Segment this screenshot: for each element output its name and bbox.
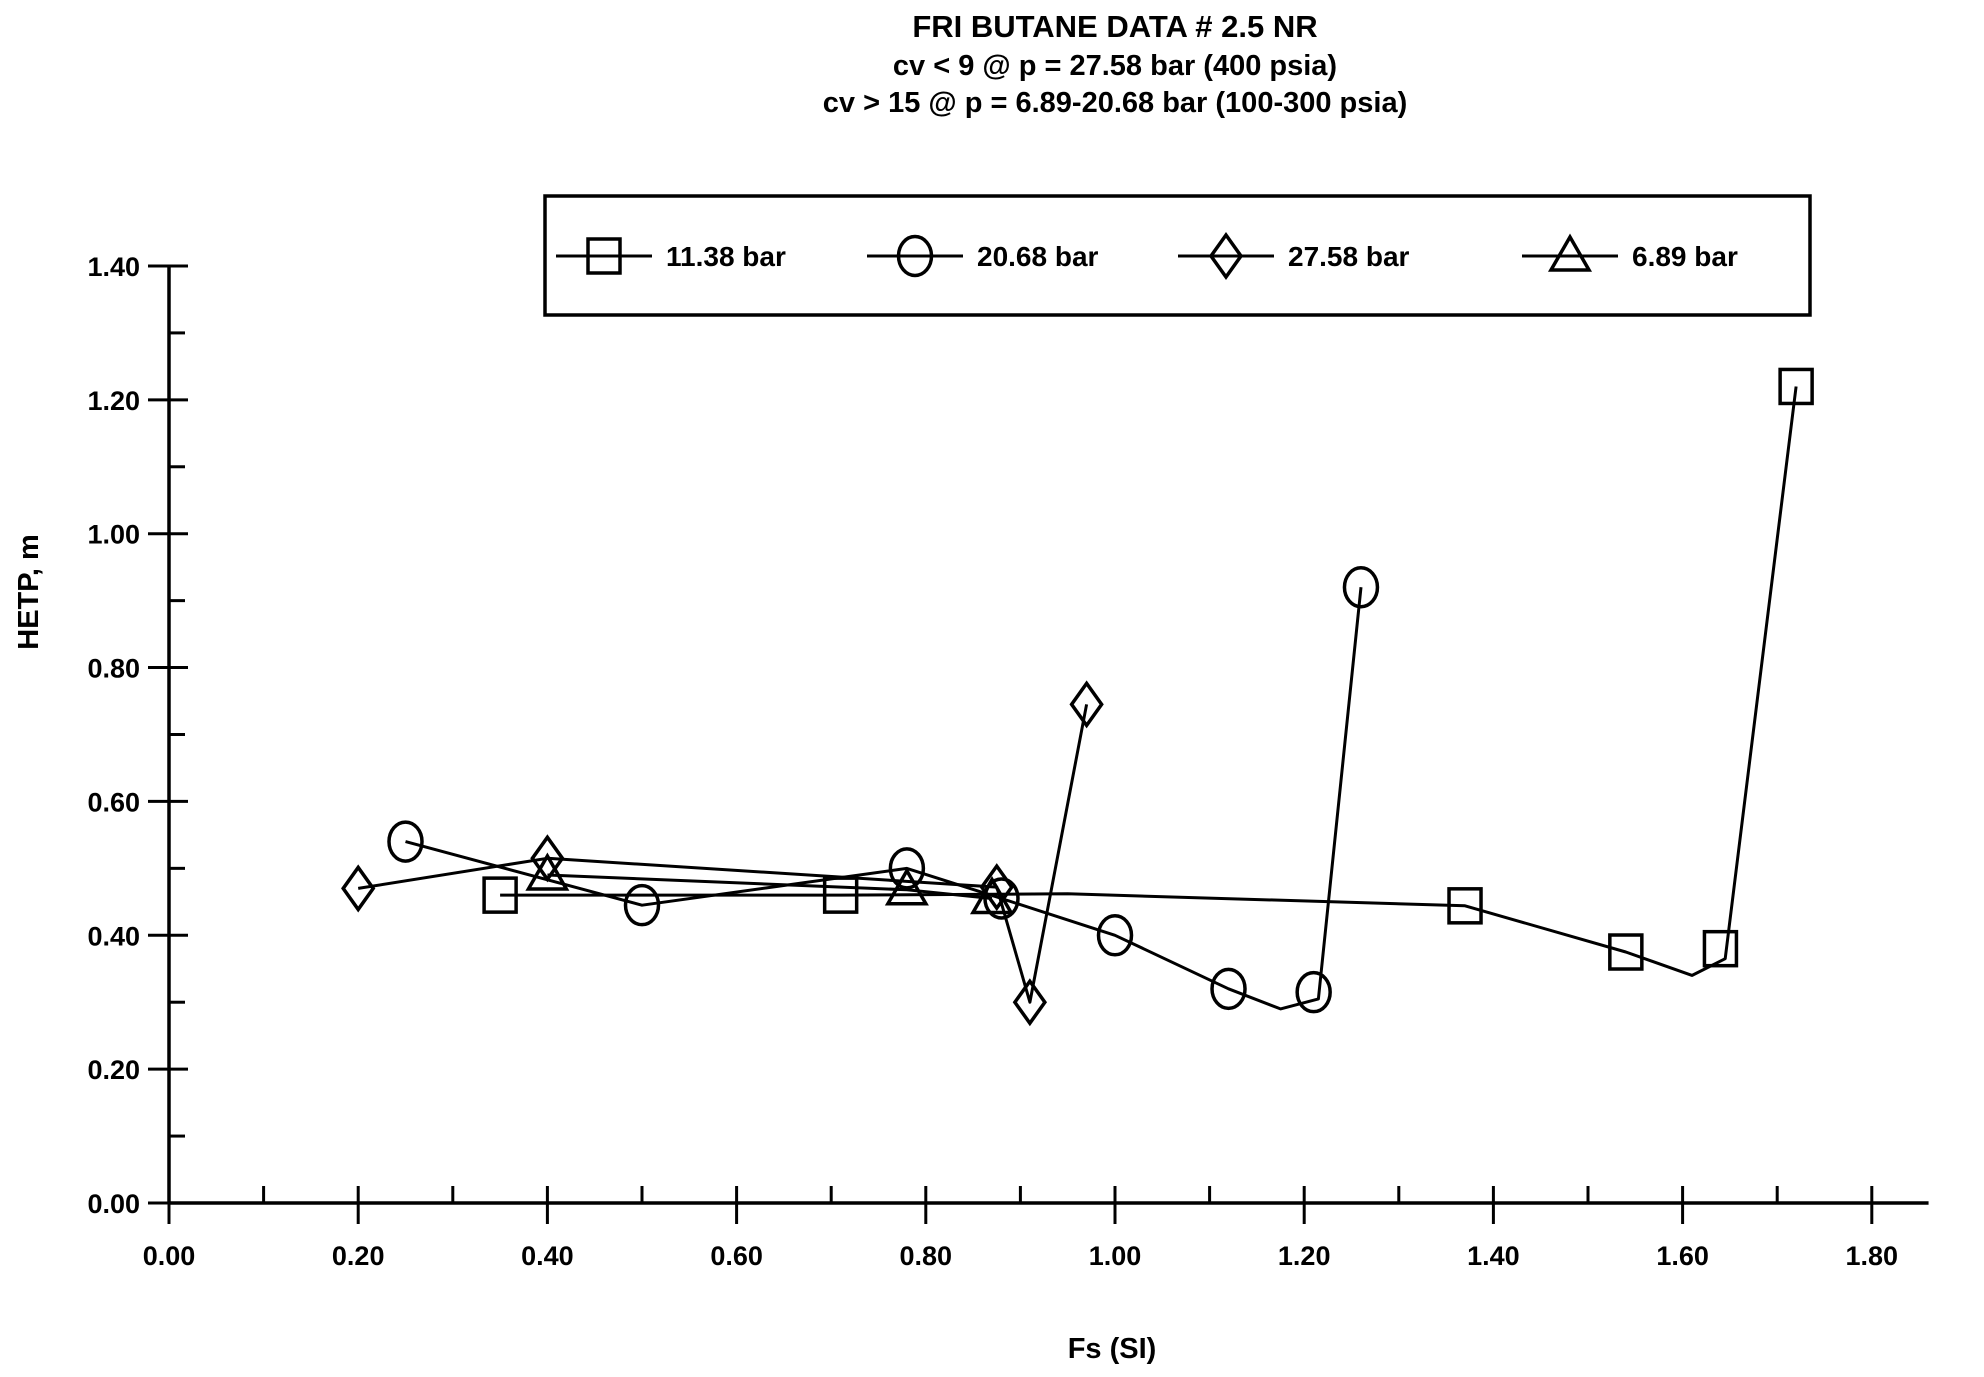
axes: 0.00 0.20 0.40 0.60 0.80 1.00 1.20 1.40 1.60 1.80… [87,252,1929,1271]
series-line [405,587,1363,1011]
x-tick-label: 0.20 [332,1241,385,1271]
x-tick-label: 1.60 [1656,1241,1709,1271]
triangle-marker [884,867,929,906]
legend-triangle-icon [1547,233,1593,272]
square-marker [1778,367,1814,406]
x-axis-label: Fs (SI) [1068,1333,1157,1365]
y-tick-label: 0.40 [87,921,140,951]
legend-entry: 11.38 bar [556,237,786,275]
circle-marker [888,847,926,890]
square-marker [1447,887,1483,925]
x-tick-label: 0.80 [900,1241,953,1271]
legend-entry: 27.58 bar [1178,231,1410,281]
circle-marker [1342,565,1380,609]
diamond-marker [530,834,565,883]
series-6.89-bar [525,852,1015,915]
triangle-marker [525,852,570,891]
y-tick-label: 0.60 [87,787,140,817]
legend-label: 27.58 bar [1288,241,1410,272]
y-tick-label: 1.00 [87,520,140,550]
y-tick-label: 0.80 [87,654,140,684]
circle-marker [1096,914,1134,957]
series-line [500,386,1798,977]
legend-diamond-icon [1208,231,1244,281]
x-tick-label: 1.80 [1846,1241,1899,1271]
y-tick-label: 0.00 [87,1189,140,1219]
x-tick-label: 0.40 [521,1241,574,1271]
diamond-marker [979,863,1014,912]
y-tick-label: 1.40 [87,252,140,282]
legend-entry: 6.89 bar [1522,233,1738,272]
y-tick-label: 1.20 [87,386,140,416]
square-marker [1608,933,1644,971]
circle-marker [1295,970,1332,1014]
series-line [357,704,1089,1004]
chart-subtitle-2: cv > 15 @ p = 6.89-20.68 bar (100-300 ps… [823,87,1407,119]
y-axis-label: HETP, m [13,534,45,650]
legend-circle-icon [896,234,934,278]
legend-square-icon [586,237,622,275]
diamond-marker [1012,978,1048,1027]
diamond-marker [341,864,376,913]
legend-label: 20.68 bar [977,241,1099,272]
diamond-marker [1069,680,1104,729]
x-tick-label: 0.00 [143,1241,196,1271]
x-tick-label: 1.00 [1089,1241,1142,1271]
series-11.38-bar [482,367,1814,977]
legend-label: 6.89 bar [1632,241,1738,272]
series-27.58-bar [341,680,1104,1027]
series-line [547,873,993,900]
x-tick-label: 1.40 [1467,1241,1520,1271]
y-tick-label: 0.20 [87,1055,140,1085]
circle-marker [623,883,661,927]
legend-box [543,194,1812,317]
square-marker [482,876,518,914]
legend-label: 11.38 bar [666,241,786,272]
square-marker [1702,929,1739,968]
legend-entry: 20.68 bar [867,234,1099,278]
data-series [341,367,1814,1027]
circle-marker [387,820,424,863]
chart-subtitle-1: cv < 9 @ p = 27.58 bar (400 psia) [893,50,1337,82]
triangle-marker [969,875,1015,915]
circle-marker [1210,967,1247,1011]
x-tick-label: 0.60 [710,1241,763,1271]
legend: 11.38 bar 20.68 bar 27.58 bar 6.89 bar [543,194,1812,317]
series-20.68-bar [387,565,1380,1014]
x-tick-label: 1.20 [1278,1241,1331,1271]
chart-title: FRI BUTANE DATA # 2.5 NR [912,9,1317,44]
